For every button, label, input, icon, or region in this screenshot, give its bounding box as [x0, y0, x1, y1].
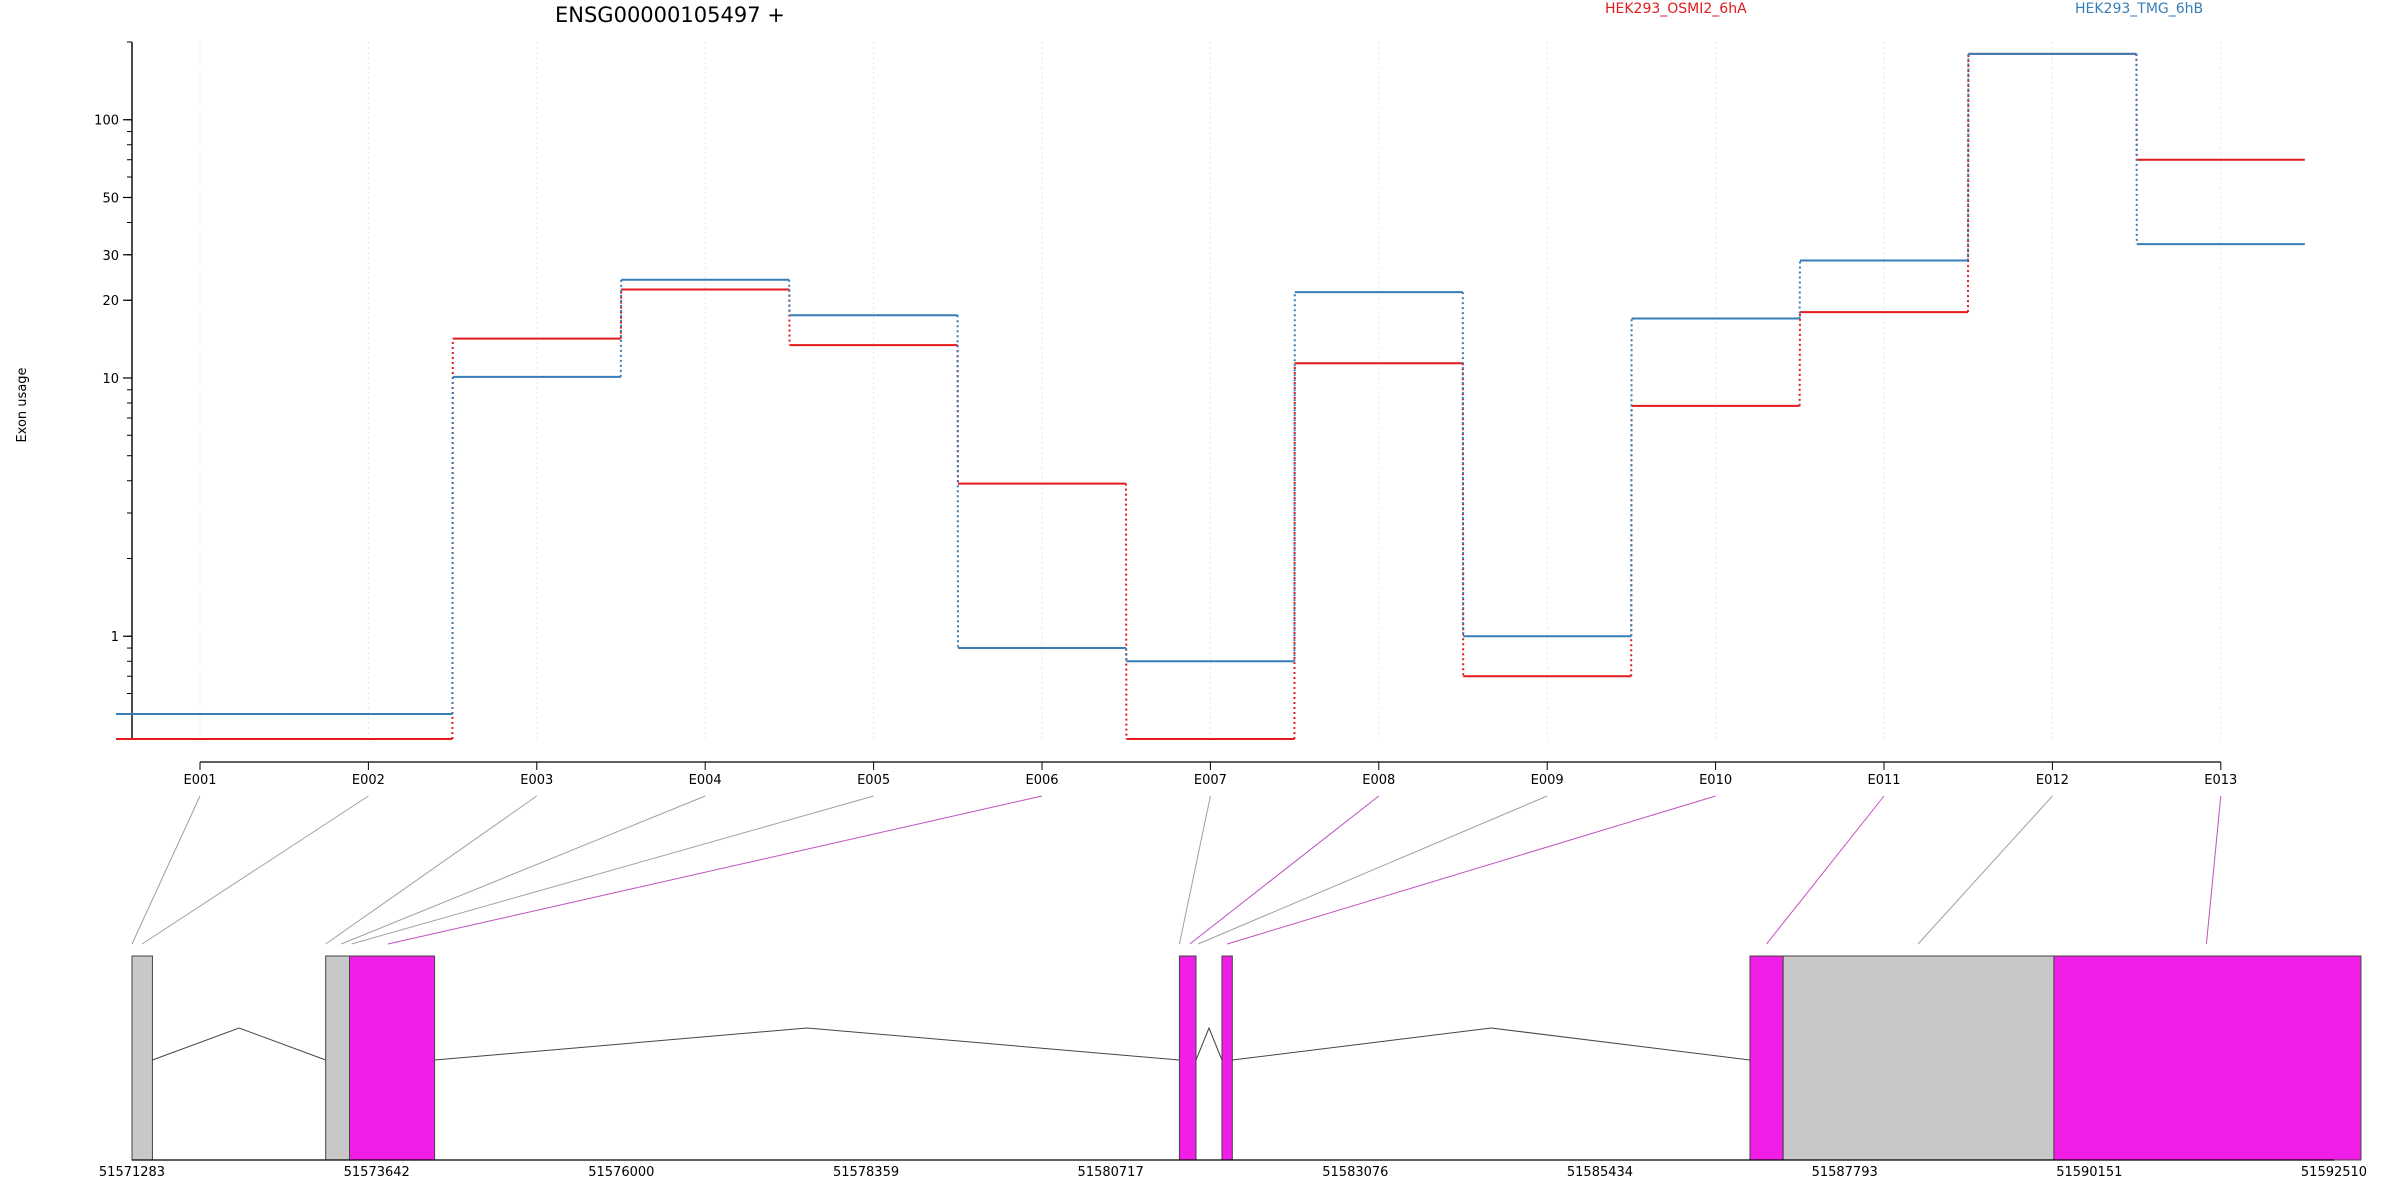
legend-entry-osmi2: HEK293_OSMI2_6hA: [1605, 1, 1747, 17]
x-tick-label: E002: [352, 773, 385, 788]
exon-bin-link: [1178, 795, 1211, 945]
exon-bin-link: [131, 795, 201, 945]
chart-title: ENSG00000105497 +: [555, 3, 785, 27]
legend-entry-tmg: HEK293_TMG_6hB: [2075, 1, 2203, 17]
y-tick-label: 50: [102, 191, 119, 206]
coordinate-tick-label: 51590151: [2056, 1165, 2122, 1180]
exon-bin-link: [141, 795, 369, 945]
exon-bin-link: [2205, 795, 2222, 945]
x-tick-label: E006: [1025, 773, 1058, 788]
y-tick-label: 1: [111, 630, 119, 645]
exon-bin-link: [1189, 795, 1380, 945]
coordinate-tick-label: 51578359: [833, 1165, 899, 1180]
x-tick-label: E007: [1194, 773, 1227, 788]
exon-bin-link: [1226, 795, 1716, 945]
exon-bin-link: [387, 795, 1043, 945]
coordinate-tick-label: 51571283: [99, 1165, 165, 1180]
x-tick-label: E005: [857, 773, 890, 788]
exon-bin-link: [341, 795, 706, 945]
exon-block: [2053, 955, 2362, 1161]
x-tick-label: E012: [2036, 773, 2069, 788]
exon-block: [1221, 955, 1233, 1161]
coordinate-tick-label: 51585434: [1567, 1165, 1633, 1180]
exon-block: [1749, 955, 1784, 1161]
exon-bin-link: [1766, 795, 1885, 945]
coordinate-tick-label: 51587793: [1812, 1165, 1878, 1180]
gene-model: 51571283 51573642 51576000 51578359 51580717…: [99, 955, 2367, 1180]
exon-block: [1782, 955, 2055, 1161]
x-tick-label: E001: [183, 773, 216, 788]
y-tick-label: 20: [102, 294, 119, 309]
exon-block: [1178, 955, 1197, 1161]
x-tick-label: E013: [2204, 773, 2237, 788]
intron-line: [152, 1027, 326, 1061]
exon-block: [325, 955, 351, 1161]
coordinate-tick-label: 51583076: [1322, 1165, 1388, 1180]
grid-lines: [199, 42, 2222, 739]
x-tick-label: E004: [689, 773, 722, 788]
coordinate-tick-label: 51592510: [2301, 1165, 2367, 1180]
x-tick-label: E011: [1867, 773, 1900, 788]
coordinate-tick-label: 51573642: [344, 1165, 410, 1180]
exon-bin-links: [131, 795, 2222, 945]
x-tick-label: E009: [1531, 773, 1564, 788]
exon-block: [131, 955, 153, 1161]
y-axis-label: Exon usage: [15, 367, 30, 442]
x-tick-label: E010: [1699, 773, 1732, 788]
exon-bin-link: [325, 795, 538, 945]
exon-bin-link: [351, 795, 874, 945]
y-tick-label: 100: [94, 114, 119, 129]
coordinate-tick-label: 51580717: [1078, 1165, 1144, 1180]
x-tick-label: E003: [520, 773, 553, 788]
coordinate-tick-label: 51576000: [588, 1165, 654, 1180]
y-tick-label: 10: [102, 372, 119, 387]
y-tick-label: 30: [102, 249, 119, 264]
intron-line: [1195, 1026, 1223, 1061]
intron-line: [1232, 1027, 1751, 1061]
intron-line: [434, 1027, 1180, 1061]
exon-block: [349, 955, 436, 1161]
x-tick-label: E008: [1362, 773, 1395, 788]
exon-bin-link: [1197, 795, 1548, 945]
exon-bin-link: [1917, 795, 2053, 945]
series-lines: [116, 52, 2305, 740]
axes: 1 10 20 30 50 100 E001 E002 E003 E004 E005 E006 E007…: [94, 41, 2237, 788]
